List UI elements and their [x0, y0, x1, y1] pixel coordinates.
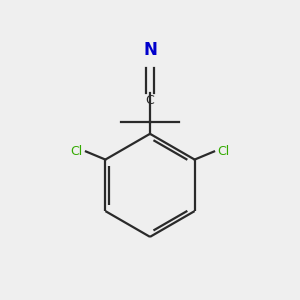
- Text: Cl: Cl: [71, 145, 83, 158]
- Text: Cl: Cl: [217, 145, 229, 158]
- Text: N: N: [143, 41, 157, 59]
- Text: C: C: [146, 94, 154, 107]
